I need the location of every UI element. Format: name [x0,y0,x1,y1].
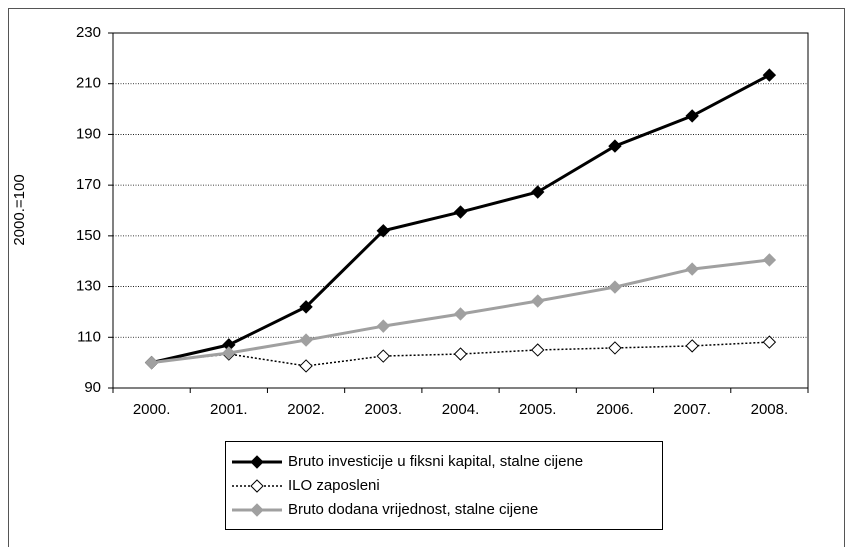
marker [222,346,236,360]
y-tick-label: 230 [76,24,101,41]
x-tick-label: 2007. [673,401,711,418]
marker [376,349,390,363]
x-tick-label: 2008. [751,401,789,418]
marker [144,355,159,370]
marker [531,185,545,199]
x-tick-label: 2005. [519,401,557,418]
y-tick-label: 110 [77,328,101,345]
marker [250,479,264,493]
marker [608,139,622,153]
y-tick-label: 170 [76,176,101,193]
marker [685,262,699,276]
frame [8,8,845,547]
legend-label: ILO zaposleni [288,477,380,494]
x-tick-label: 2003. [365,401,403,418]
legend-label: Bruto investicije u fiksni kapital, stal… [288,453,583,470]
marker [685,109,699,123]
y-tick-label: 190 [76,125,101,142]
y-tick-label: 210 [76,75,101,92]
y-tick-label: 90 [84,379,101,396]
marker [453,307,468,321]
marker [299,359,313,373]
series-line [151,341,770,367]
legend-label: Bruto dodana vrijednost, stalne cijene [288,501,538,518]
y-tick-label: 150 [76,227,101,244]
marker [250,503,264,517]
x-tick-label: 2000. [133,401,171,418]
marker [376,319,390,333]
marker [608,341,622,355]
y-tick-label: 130 [76,278,101,295]
marker [762,68,777,82]
marker [250,455,264,469]
y-axis-label: 2000.=100 [11,174,28,245]
marker [531,294,545,308]
legend [225,441,663,530]
plot-area [112,32,809,389]
x-tick-label: 2001. [210,401,248,418]
marker [762,335,777,349]
marker [376,224,390,238]
marker [685,339,699,353]
marker [608,280,622,294]
marker [531,343,545,357]
marker [453,205,468,219]
marker [762,253,777,267]
x-tick-label: 2006. [596,401,634,418]
x-tick-label: 2004. [442,401,480,418]
marker [299,300,313,314]
marker [299,333,313,347]
marker [453,347,468,361]
x-tick-label: 2002. [287,401,325,418]
